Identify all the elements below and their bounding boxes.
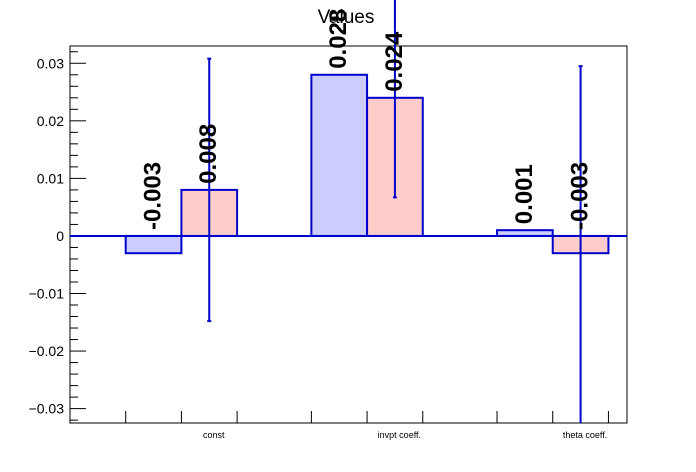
x-category-label: theta coeff. <box>563 430 607 440</box>
data-label: 0.024 <box>381 31 408 92</box>
x-category-label: invpt coeff. <box>378 430 421 440</box>
data-label: 0.028 <box>325 9 352 69</box>
data-label: -0.003 <box>140 162 167 230</box>
chart-title: Values <box>318 7 375 28</box>
data-label: 0.001 <box>511 164 538 224</box>
y-tick-label: 0.01 <box>37 170 64 186</box>
y-tick-label: 0 <box>56 228 64 244</box>
plot-area: −0.03 −0.02 −0.01 0 0.01 0.02 0.03 const invpt c… <box>29 0 628 440</box>
y-tick-label: −0.03 <box>29 401 65 417</box>
y-tick-label: −0.02 <box>29 343 65 359</box>
plot-frame <box>69 45 628 424</box>
data-label: 0.008 <box>195 124 222 184</box>
bar <box>124 234 183 255</box>
data-label: -0.003 <box>567 162 594 230</box>
y-tick-label: 0.03 <box>37 55 64 71</box>
y-tick-label: 0.02 <box>37 113 64 129</box>
y-tick-label: −0.01 <box>29 285 65 301</box>
bar <box>310 73 369 237</box>
x-category-label: const <box>203 430 225 440</box>
